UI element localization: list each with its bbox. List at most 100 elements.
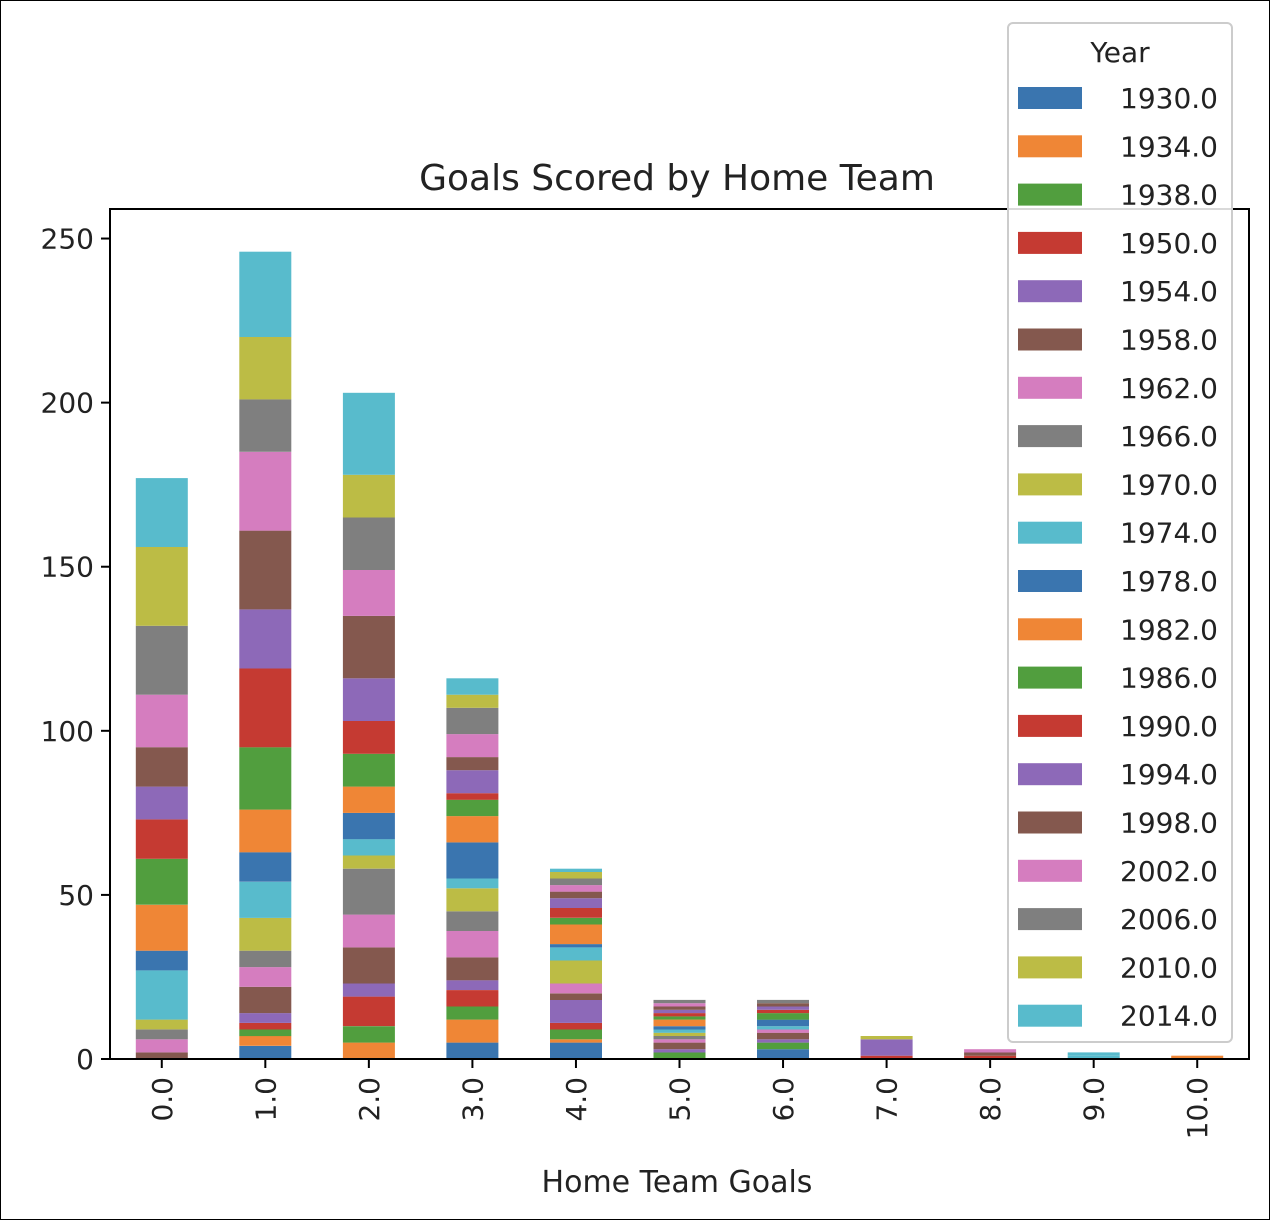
legend-label: 1986.0 (1120, 662, 1218, 695)
bar-segment (757, 1029, 809, 1033)
bar-segment (550, 947, 602, 961)
bar-segment (757, 1019, 809, 1027)
bar-segment (550, 1029, 602, 1040)
bar-segment (446, 793, 499, 800)
legend-label: 1962.0 (1120, 372, 1218, 405)
bar-segment (446, 957, 499, 981)
bar-segment (342, 914, 395, 948)
bar-segment (239, 668, 292, 748)
bar-segment (757, 1013, 809, 1020)
bar-segment (653, 1009, 706, 1014)
bar-segment (342, 983, 395, 997)
bar-segment (239, 1029, 292, 1037)
bar-segment (446, 770, 499, 794)
bar-segment (653, 1019, 706, 1027)
legend-label: 1978.0 (1120, 565, 1218, 598)
legend-label: 1970.0 (1120, 468, 1218, 501)
bar-segment (653, 1029, 706, 1033)
legend-swatch (1018, 87, 1082, 109)
legend-swatch (1018, 183, 1082, 206)
legend-swatch (1018, 473, 1082, 496)
y-tick-label: 150 (41, 551, 94, 584)
legend-label: 1954.0 (1120, 275, 1218, 308)
bar-segment (653, 1032, 706, 1036)
legend-label: 1958.0 (1120, 324, 1218, 357)
bar-segment (135, 1039, 188, 1053)
bar-segment (446, 911, 499, 931)
bar-segment (446, 694, 499, 708)
y-tick-label: 0 (76, 1043, 94, 1076)
x-tick-label: 6.0 (767, 1077, 800, 1122)
y-tick-label: 50 (58, 879, 94, 912)
bar-segment (964, 1052, 1017, 1056)
bar-segment (135, 970, 188, 1020)
bar-segment (653, 1049, 706, 1053)
legend-swatch (1018, 908, 1082, 931)
bar-segment (757, 1009, 809, 1014)
x-tick-label: 3.0 (456, 1077, 489, 1122)
bar-segment (1171, 1055, 1224, 1059)
bar-segment (446, 1042, 499, 1059)
legend-swatch (1018, 1004, 1082, 1027)
bar-segment (446, 931, 499, 958)
legend-label: 1998.0 (1120, 807, 1218, 840)
bar-segment (550, 944, 602, 948)
bar-segment (757, 999, 809, 1004)
bar-segment (550, 917, 602, 925)
bar-segment (653, 1036, 706, 1040)
bar-segment (757, 1032, 809, 1040)
bar-segment (239, 1013, 292, 1023)
legend-swatch (1018, 956, 1082, 979)
bar-segment (446, 757, 499, 771)
bar-segment (653, 1039, 706, 1043)
bar-segment (550, 885, 602, 892)
bar-segment (342, 839, 395, 856)
x-tick-label: 7.0 (871, 1077, 904, 1122)
x-axis: 0.0 1.0 2.0 3.0 4.0 5.0 6.0 7.0 8.0 9.0 10.0 (146, 1059, 1214, 1139)
legend-label: 2002.0 (1120, 855, 1218, 888)
bar-segment (860, 1039, 913, 1056)
bar-segment (342, 678, 395, 721)
bar-segment (757, 1042, 809, 1050)
bar-segment (653, 1003, 706, 1007)
legend-swatch (1018, 376, 1082, 399)
bar-segment (239, 986, 292, 1014)
bar-segment (550, 924, 602, 945)
x-tick-label: 9.0 (1078, 1077, 1111, 1122)
x-tick-label: 2.0 (353, 1077, 386, 1122)
bar-segment (342, 1026, 395, 1043)
bar-segment (550, 891, 602, 899)
bar-segment (342, 753, 395, 787)
legend-box (1007, 22, 1233, 1043)
bar-segment (757, 1026, 809, 1030)
bar-segment (757, 1003, 809, 1007)
chart-title: Goals Scored by Home Team (419, 158, 935, 199)
bar-segment (1067, 1055, 1120, 1059)
bar-segment (135, 547, 188, 626)
bar-segment (446, 678, 499, 695)
bar-segment (550, 898, 602, 908)
bar-segment (239, 530, 292, 610)
legend-swatch (1018, 135, 1082, 158)
bar-segment (342, 1042, 395, 1059)
bar-segment (342, 721, 395, 754)
bar-segment (239, 967, 292, 987)
bar-segment (135, 478, 188, 547)
bar-segment (239, 1022, 292, 1030)
legend-label: 1990.0 (1120, 710, 1218, 743)
bar-segment (135, 1052, 188, 1059)
bar-segment (550, 868, 602, 872)
bar-segment (239, 809, 292, 853)
x-tick-label: 10.0 (1181, 1077, 1214, 1139)
bar-segment (446, 980, 499, 990)
bar-segment (342, 855, 395, 869)
legend-label: 1982.0 (1120, 613, 1218, 646)
legend-swatch (1018, 714, 1082, 737)
bar-segment (135, 747, 188, 787)
bar-segment (757, 1049, 809, 1059)
bar-segment (342, 570, 395, 616)
bar-segment (239, 399, 292, 452)
bar-segment (860, 1036, 913, 1040)
x-axis-label: Home Team Goals (542, 1165, 813, 1200)
